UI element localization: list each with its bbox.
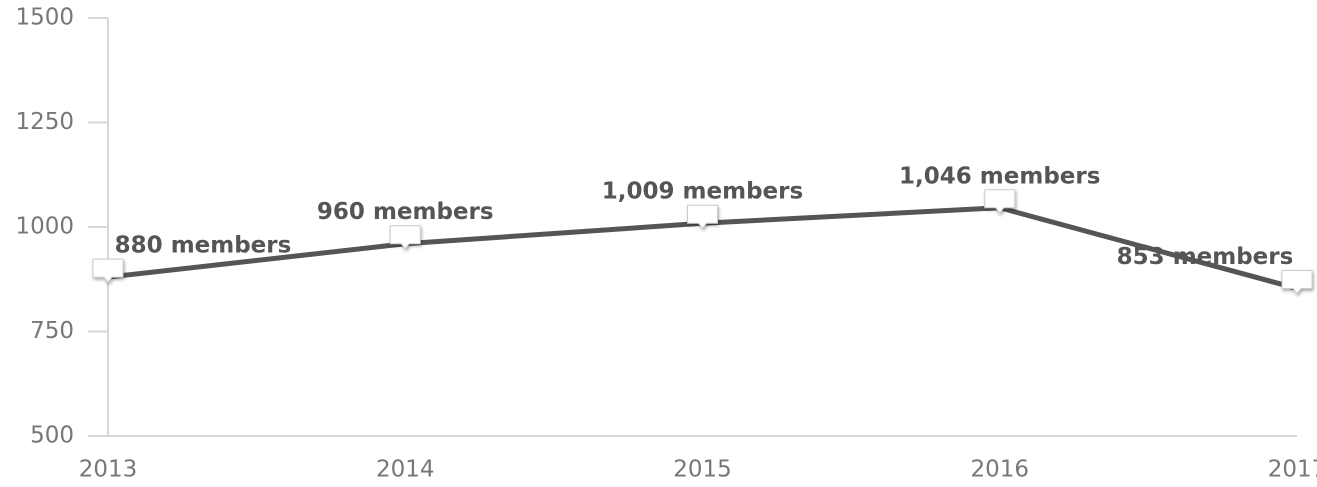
data-label: 1,046 members <box>899 163 1100 189</box>
point-marker <box>687 204 718 230</box>
x-tick-label: 2013 <box>79 457 138 483</box>
x-tick-label: 2016 <box>970 457 1029 483</box>
y-tick-label: 1000 <box>15 214 74 240</box>
data-label: 880 members <box>115 233 292 259</box>
data-label: 1,009 members <box>602 179 803 205</box>
point-marker <box>92 258 124 283</box>
data-label: 853 members <box>1117 244 1294 270</box>
y-tick-label: 500 <box>30 423 74 449</box>
data-label: 960 members <box>317 199 494 225</box>
point-marker <box>1281 269 1313 295</box>
y-tick-label: 1500 <box>15 5 74 31</box>
y-tick-label: 750 <box>30 318 74 344</box>
x-tick-label: 2017 <box>1268 457 1317 483</box>
x-tick-label: 2014 <box>376 457 435 483</box>
point-marker <box>389 225 421 250</box>
x-tick-label: 2015 <box>673 457 732 483</box>
y-tick-label: 1250 <box>15 109 74 135</box>
point-marker <box>984 189 1016 214</box>
